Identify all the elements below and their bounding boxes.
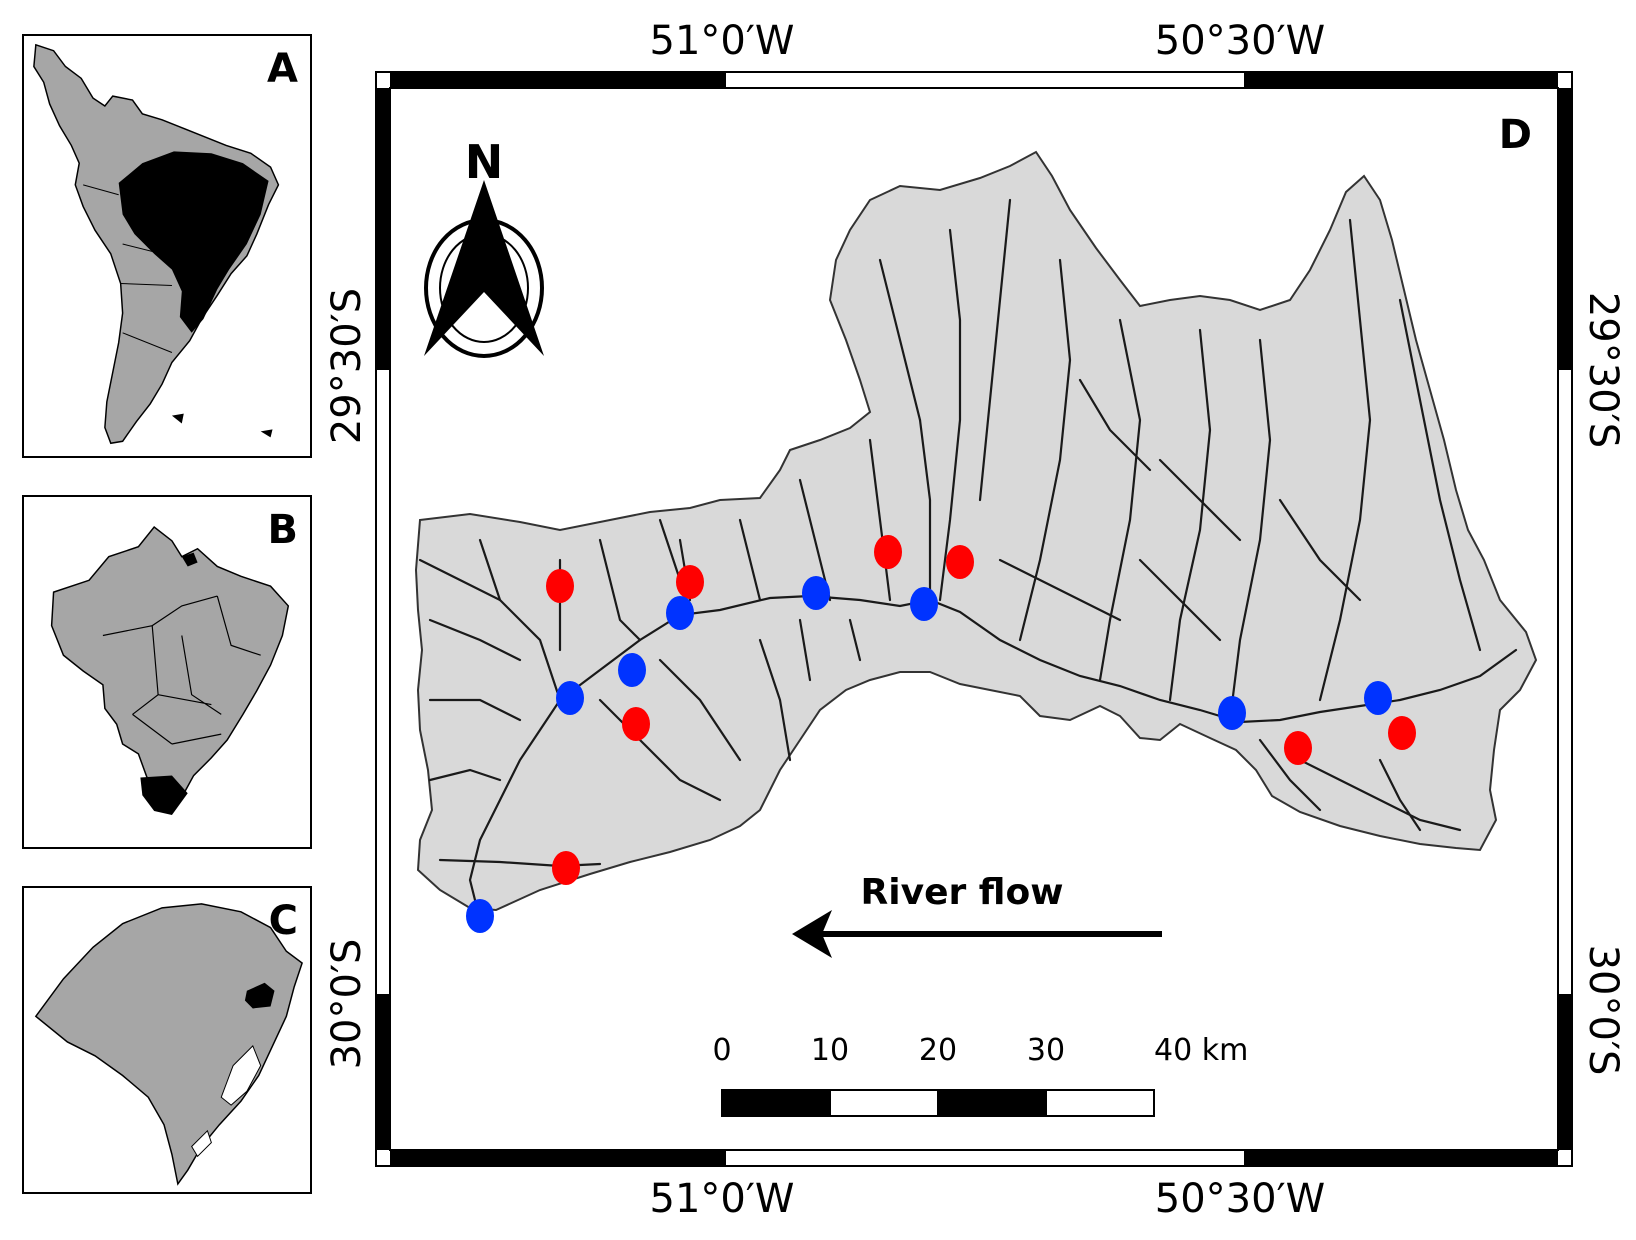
north-arrow-icon: N	[424, 135, 544, 358]
south-america-map	[33, 43, 280, 445]
inset-rio-grande-do-sul: C	[22, 886, 312, 1194]
sampling-point-blue	[910, 587, 938, 621]
sampling-point-red	[1388, 716, 1416, 750]
sampling-point-blue	[466, 899, 494, 933]
sampling-point-red	[622, 707, 650, 741]
river-flow-label: River flow	[861, 872, 1064, 913]
sampling-point-red	[546, 569, 574, 603]
sampling-points	[466, 535, 1416, 933]
top-coord-51w: 51°0′W	[650, 18, 795, 64]
bottom-coord-50-30w: 50°30′W	[1155, 1176, 1325, 1222]
scale-label-0: 0	[712, 1033, 731, 1068]
sampling-point-red	[874, 535, 902, 569]
top-coord-50-30w: 50°30′W	[1155, 18, 1325, 64]
inset-a-label: A	[267, 46, 298, 92]
right-coord-30s: 30°0′S	[1580, 945, 1626, 1076]
sampling-point-blue	[666, 596, 694, 630]
sampling-point-red	[1284, 731, 1312, 765]
sampling-point-red	[552, 851, 580, 885]
sampling-point-red	[946, 545, 974, 579]
right-graticule-bar	[1558, 88, 1572, 1150]
scale-label-10: 10	[811, 1033, 849, 1068]
inset-brazil: B	[22, 495, 312, 849]
river-network	[418, 198, 1518, 914]
inset-c-label: C	[268, 898, 298, 944]
scale-bar	[721, 1089, 1155, 1117]
sampling-point-blue	[556, 681, 584, 715]
right-coord-29-30s: 29°30′S	[1580, 292, 1626, 448]
brazil-map	[50, 525, 290, 815]
sampling-point-blue	[802, 576, 830, 610]
scale-label-30: 30	[1027, 1033, 1065, 1068]
sampling-point-red	[676, 565, 704, 599]
sampling-point-blue	[1364, 681, 1392, 715]
north-label: N	[465, 135, 504, 189]
top-graticule-bar	[390, 72, 1558, 88]
bottom-coord-51w: 51°0′W	[650, 1176, 795, 1222]
scale-label-20: 20	[919, 1033, 957, 1068]
sampling-point-blue	[618, 653, 646, 687]
left-graticule-bar	[376, 88, 390, 1150]
scale-label-40km: 40 km	[1154, 1033, 1248, 1068]
sampling-point-blue	[1218, 696, 1246, 730]
inset-south-america: A	[22, 34, 312, 458]
rio-grande-do-sul-map	[34, 903, 303, 1186]
inset-b-label: B	[267, 507, 299, 553]
left-coord-29-30s: 29°30′S	[324, 288, 370, 444]
bottom-graticule-bar	[390, 1150, 1558, 1166]
left-coord-30s: 30°0′S	[324, 939, 370, 1070]
river-flow-arrow-icon	[792, 910, 1162, 958]
panel-d-label: D	[1499, 112, 1532, 158]
